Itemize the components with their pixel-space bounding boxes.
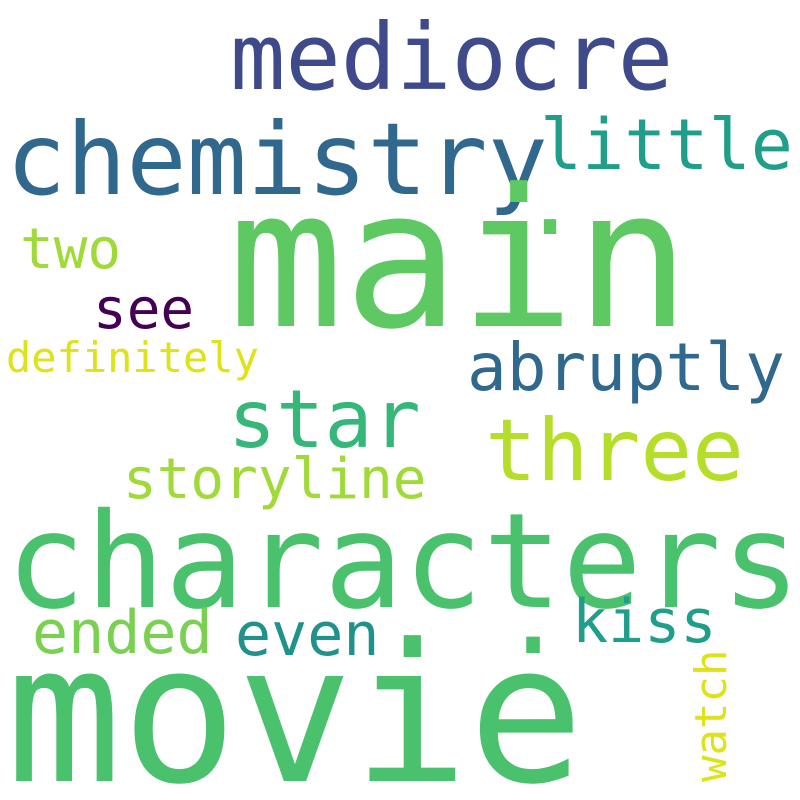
word-two: two xyxy=(20,217,122,282)
word-abruptly: abruptly xyxy=(467,329,785,406)
word-little: little xyxy=(540,104,793,186)
word-see: see xyxy=(93,277,195,342)
word-three: three xyxy=(485,401,744,501)
word-movie: movie xyxy=(6,604,584,800)
word-characters: characters xyxy=(6,485,800,639)
word-watch: watch xyxy=(686,649,737,782)
word-chemistry: chemistry xyxy=(6,101,548,218)
word-kiss: kiss xyxy=(572,587,717,657)
word-main: main xyxy=(228,149,691,372)
word-mediocre: mediocre xyxy=(230,4,674,111)
word-star: star xyxy=(228,373,421,466)
word-dot: . xyxy=(520,141,581,258)
word-even: even xyxy=(235,600,380,670)
word-dot: . xyxy=(500,551,567,679)
word-ended: ended xyxy=(32,598,213,668)
word-storyline: storyline xyxy=(123,447,427,512)
word-definitely: definitely xyxy=(6,333,259,382)
